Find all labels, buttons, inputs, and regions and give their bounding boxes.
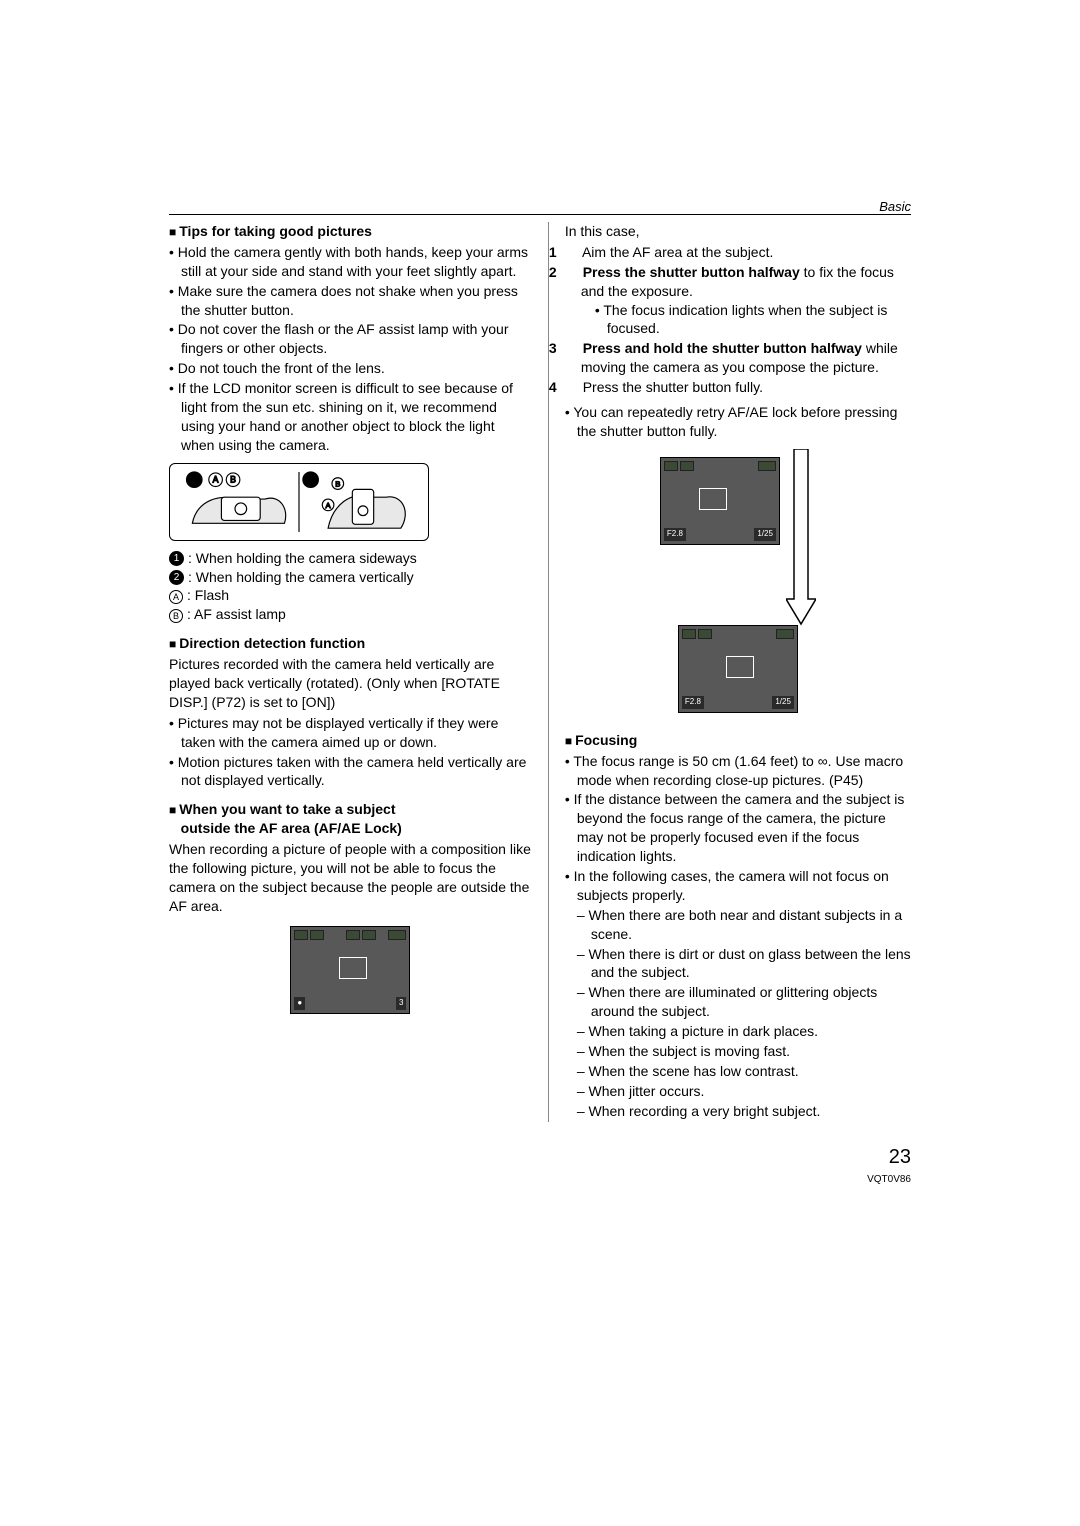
square-bullet-icon: ■ bbox=[565, 734, 572, 748]
list-item: In the following cases, the camera will … bbox=[565, 867, 911, 905]
step-sublist: The focus indication lights when the sub… bbox=[581, 301, 911, 339]
number-1-icon: 1 bbox=[169, 551, 184, 566]
illustration-legend: 1: When holding the camera sideways 2: W… bbox=[169, 549, 532, 625]
svg-text:B: B bbox=[230, 474, 236, 484]
svg-text:A: A bbox=[213, 474, 219, 484]
legend-row: 1: When holding the camera sideways bbox=[169, 549, 532, 568]
number-2-icon: 2 bbox=[169, 570, 184, 585]
list-item: Make sure the camera does not shake when… bbox=[169, 282, 532, 320]
legend-row: 2: When holding the camera vertically bbox=[169, 568, 532, 587]
svg-text:A: A bbox=[326, 501, 332, 510]
svg-text:B: B bbox=[335, 479, 340, 488]
camera-lcd-screenshot: F2.81/25 bbox=[660, 457, 780, 545]
step-item: 1 Aim the AF area at the subject. bbox=[565, 243, 911, 262]
left-column: ■Tips for taking good pictures Hold the … bbox=[169, 222, 532, 1122]
svg-text:2: 2 bbox=[308, 474, 314, 486]
svg-text:1: 1 bbox=[191, 474, 197, 486]
focusing-cases: When there are both near and distant sub… bbox=[565, 906, 911, 1121]
square-bullet-icon: ■ bbox=[169, 637, 176, 651]
list-item: If the distance between the camera and t… bbox=[565, 790, 911, 866]
afae-paragraph: When recording a picture of people with … bbox=[169, 840, 532, 916]
step-item: 4 Press the shutter button fully. bbox=[565, 378, 911, 397]
list-item: Hold the camera gently with both hands, … bbox=[169, 243, 532, 281]
camera-lcd-screenshot: F2.81/25 bbox=[678, 625, 798, 713]
afae-heading: ■When you want to take a subject outside… bbox=[169, 800, 532, 838]
holding-camera-illustration: 1 A B 2 B A bbox=[169, 463, 429, 541]
list-item: When there is dirt or dust on glass betw… bbox=[577, 945, 911, 983]
down-arrow-icon bbox=[786, 449, 816, 629]
direction-bullets: Pictures may not be displayed vertically… bbox=[169, 714, 532, 791]
right-column: In this case, 1 Aim the AF area at the s… bbox=[548, 222, 911, 1122]
after-steps-bullets: You can repeatedly retry AF/AE lock befo… bbox=[565, 403, 911, 441]
list-item: When there are illuminated or glittering… bbox=[577, 983, 911, 1021]
direction-heading: ■Direction detection function bbox=[169, 634, 532, 653]
list-item: When the subject is moving fast. bbox=[577, 1042, 911, 1061]
afae-sequence-illustration: F2.81/25 F2.81/25 bbox=[565, 449, 911, 721]
list-item: Pictures may not be displayed vertically… bbox=[169, 714, 532, 752]
page-footer: 23 VQT0V86 bbox=[867, 1144, 911, 1187]
list-item: If the LCD monitor screen is difficult t… bbox=[169, 379, 532, 455]
header-rule bbox=[169, 214, 911, 215]
list-item: The focus range is 50 cm (1.64 feet) to … bbox=[565, 752, 911, 790]
tips-list: Hold the camera gently with both hands, … bbox=[169, 243, 532, 455]
intro-text: In this case, bbox=[565, 222, 911, 241]
legend-row: A: Flash bbox=[169, 586, 532, 605]
document-code: VQT0V86 bbox=[867, 1173, 911, 1187]
list-item: Motion pictures taken with the camera he… bbox=[169, 753, 532, 791]
camera-lcd-screenshot: ●3 bbox=[290, 926, 410, 1014]
letter-a-icon: A bbox=[169, 590, 183, 604]
focusing-heading: ■Focusing bbox=[565, 731, 911, 750]
square-bullet-icon: ■ bbox=[169, 225, 176, 239]
section-label: Basic bbox=[879, 198, 911, 216]
list-item: Do not touch the front of the lens. bbox=[169, 359, 532, 378]
list-item: You can repeatedly retry AF/AE lock befo… bbox=[565, 403, 911, 441]
list-item: Do not cover the flash or the AF assist … bbox=[169, 320, 532, 358]
list-item: When there are both near and distant sub… bbox=[577, 906, 911, 944]
list-item: When recording a very bright subject. bbox=[577, 1102, 911, 1121]
step-item: 2 Press the shutter button halfway to fi… bbox=[565, 263, 911, 339]
steps-list: 1 Aim the AF area at the subject. 2 Pres… bbox=[565, 243, 911, 397]
square-bullet-icon: ■ bbox=[169, 803, 176, 817]
list-item: When taking a picture in dark places. bbox=[577, 1022, 911, 1041]
hands-diagram-icon: 1 A B 2 B A bbox=[176, 470, 422, 534]
list-item: When jitter occurs. bbox=[577, 1082, 911, 1101]
legend-row: B: AF assist lamp bbox=[169, 605, 532, 624]
tips-heading: ■Tips for taking good pictures bbox=[169, 222, 532, 241]
step-item: 3 Press and hold the shutter button half… bbox=[565, 339, 911, 377]
page-number: 23 bbox=[867, 1144, 911, 1171]
focusing-bullets: The focus range is 50 cm (1.64 feet) to … bbox=[565, 752, 911, 905]
letter-b-icon: B bbox=[169, 609, 183, 623]
list-item: The focus indication lights when the sub… bbox=[595, 301, 911, 339]
direction-paragraph: Pictures recorded with the camera held v… bbox=[169, 655, 532, 712]
list-item: When the scene has low contrast. bbox=[577, 1062, 911, 1081]
